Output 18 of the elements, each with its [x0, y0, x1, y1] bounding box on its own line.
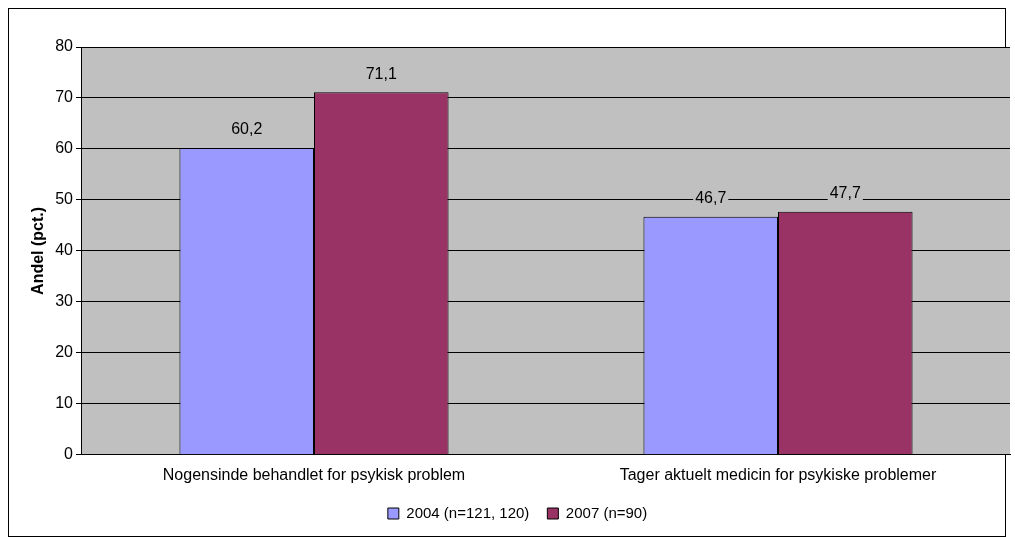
- y-tick-label: 60: [55, 139, 74, 157]
- y-tick-label: 50: [55, 190, 74, 208]
- data-label: 60,2: [231, 120, 263, 138]
- data-label: 46,7: [695, 189, 727, 207]
- y-axis-title: Andel (pct.): [29, 206, 47, 295]
- legend-label: 2004 (n=121, 120): [406, 503, 530, 521]
- y-tick-label: 80: [55, 37, 74, 55]
- data-label: 71,1: [365, 64, 397, 82]
- data-label: 47,7: [829, 184, 861, 202]
- y-tick-label: 70: [55, 88, 74, 106]
- y-tick-label: 0: [64, 445, 74, 463]
- x-tick-label: Nogensinde behandlet for psykisk problem: [162, 465, 466, 483]
- legend-label: 2007 (n=90): [565, 503, 648, 521]
- y-tick-label: 30: [55, 292, 74, 310]
- y-tick-label: 10: [55, 394, 74, 412]
- y-tick-label: 20: [55, 343, 74, 361]
- y-tick-label: 40: [55, 241, 74, 259]
- x-tick-label: Tager aktuelt medicin for psykiske problemer: [619, 465, 937, 483]
